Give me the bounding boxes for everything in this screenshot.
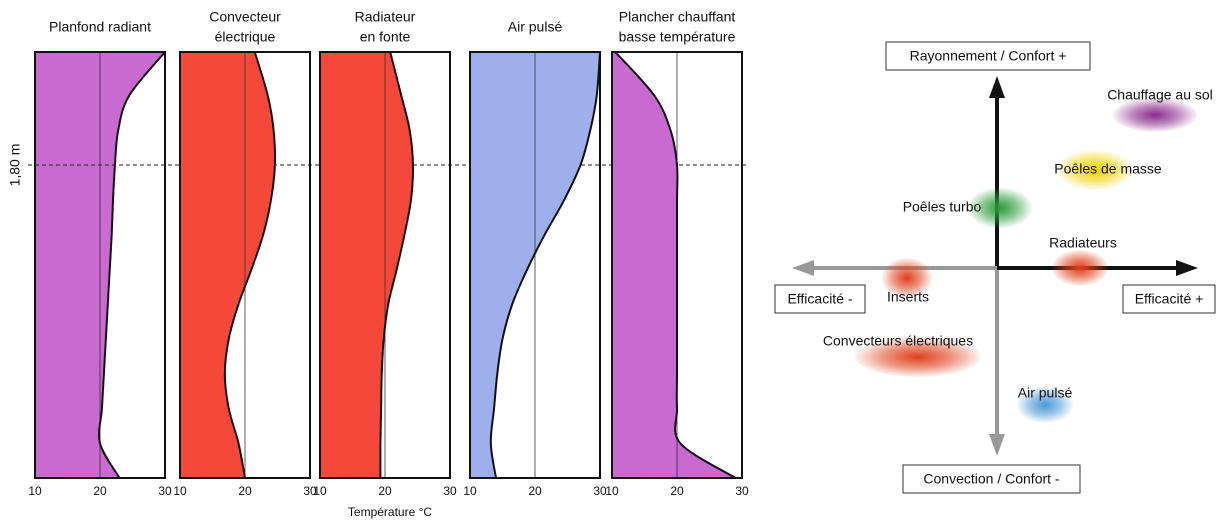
arrow-head <box>792 260 814 276</box>
panel-title: Plancher chauffant <box>619 9 736 25</box>
x-tick-label: 20 <box>93 484 107 498</box>
x-tick-label: 20 <box>670 484 684 498</box>
x-tick-label: 20 <box>378 484 392 498</box>
temperature-curve <box>223 51 277 479</box>
y-tick-label: 1,80 m <box>7 144 23 187</box>
panel-frame <box>469 51 601 479</box>
item-blob <box>1017 387 1073 423</box>
panel-title: électrique <box>215 29 276 45</box>
item-label: Poêles turbo <box>903 199 982 215</box>
panel-title: basse température <box>619 29 736 45</box>
x-tick-label: 10 <box>313 484 327 498</box>
item-label: Poêles de masse <box>1054 161 1162 177</box>
area-fill <box>320 52 413 478</box>
x-tick-label: 30 <box>158 484 172 498</box>
x-tick-label: 20 <box>238 484 252 498</box>
panel-frame <box>34 51 166 479</box>
x-tick-label: 30 <box>303 484 317 498</box>
panel-frame <box>179 51 311 479</box>
arrow-head <box>1176 260 1198 276</box>
item-label: Air pulsé <box>1018 385 1073 401</box>
item-blob <box>882 258 932 298</box>
area-fill <box>470 52 600 478</box>
x-tick-label: 30 <box>735 484 749 498</box>
x-tick-label: 30 <box>443 484 457 498</box>
item-label: Chauffage au sol <box>1107 87 1213 103</box>
temperature-curve <box>614 51 737 479</box>
x-tick-label: 10 <box>28 484 42 498</box>
x-axis-label: Température °C <box>348 505 432 519</box>
axis-box <box>1122 284 1216 314</box>
axis-label: Efficacité - <box>787 291 852 307</box>
panel-title: Air pulsé <box>508 19 563 35</box>
item-label: Radiateurs <box>1049 235 1117 251</box>
panel-title: Planfond radiant <box>49 19 151 35</box>
panel-title: en fonte <box>360 29 411 45</box>
x-tick-label: 20 <box>528 484 542 498</box>
item-blob <box>968 188 1032 228</box>
arrow-head <box>989 76 1005 98</box>
axis-box <box>774 284 866 314</box>
item-blob <box>1052 250 1108 286</box>
panel-title: Radiateur <box>355 9 416 25</box>
axis-box <box>902 464 1081 494</box>
panel-title: Convecteur <box>209 9 281 25</box>
axis-label: Efficacité + <box>1135 291 1204 307</box>
axis-box <box>885 41 1091 71</box>
temperature-curve <box>489 51 601 479</box>
x-tick-label: 10 <box>463 484 477 498</box>
item-blob <box>1113 98 1197 132</box>
item-label: Inserts <box>887 289 929 305</box>
panel-frame <box>319 51 451 479</box>
temperature-curve <box>379 51 414 479</box>
temperature-curve <box>97 51 166 479</box>
x-tick-label: 10 <box>173 484 187 498</box>
item-blob <box>855 337 981 377</box>
area-fill <box>180 52 276 478</box>
x-tick-label: 10 <box>605 484 619 498</box>
axis-label: Rayonnement / Confort + <box>910 48 1067 64</box>
x-tick-label: 30 <box>593 484 607 498</box>
arrow-head <box>989 434 1005 456</box>
item-label: Convecteurs électriques <box>823 333 973 349</box>
panel-frame <box>611 51 743 479</box>
area-fill <box>612 52 736 478</box>
axis-label: Convection / Confort - <box>923 471 1060 487</box>
item-blob <box>1057 150 1133 190</box>
